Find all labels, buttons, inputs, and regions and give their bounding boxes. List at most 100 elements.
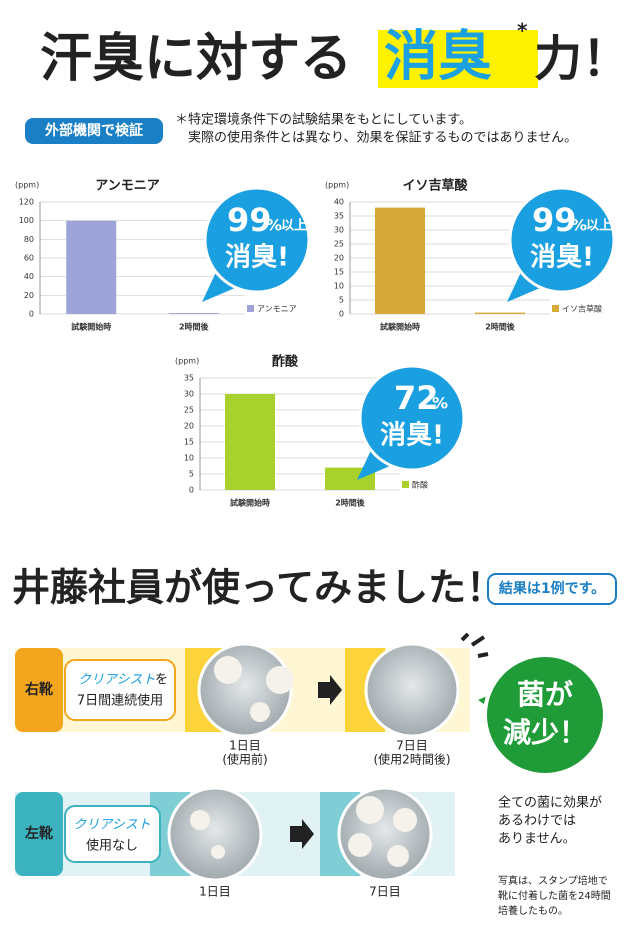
y-tick-label: 35 [334, 212, 344, 221]
x-tick-label: 2時間後 [485, 322, 516, 332]
unit: (ppm) [15, 181, 39, 190]
y-tick-label: 120 [19, 198, 34, 207]
decor [150, 792, 360, 876]
y-tick-label: 35 [184, 374, 194, 383]
caption: 7日目 [369, 885, 401, 899]
badge-text: 結果は1例です。 [499, 580, 605, 597]
colony [250, 702, 270, 722]
product: クリアシスト [73, 818, 150, 833]
title-highlight: 消臭 [384, 25, 492, 88]
y-tick-label: 5 [189, 470, 194, 479]
chart-title: 酢酸 [272, 354, 299, 370]
photo [364, 642, 460, 738]
y-tick-label: 15 [184, 438, 194, 447]
bar [168, 313, 219, 314]
y-tick-label: 20 [334, 254, 344, 263]
x-tick-label: 試験開始時 [230, 498, 270, 508]
tab [15, 792, 63, 876]
callout-tail [202, 270, 242, 302]
photo-note: 写真は、スタンプ培地で [498, 874, 608, 887]
caption: 1日目 [199, 885, 231, 899]
caption: 1日目 [229, 739, 261, 753]
highlight [378, 30, 538, 88]
caption: 7日目 [396, 739, 428, 753]
colony [393, 808, 417, 832]
caption: (使用2時間後) [374, 752, 451, 767]
y-tick-label: 0 [189, 486, 194, 495]
colony [356, 796, 384, 824]
unit: (ppm) [325, 181, 349, 190]
colony [211, 845, 225, 859]
callout-tail [357, 448, 397, 480]
callout-percent-sign: % [432, 394, 448, 413]
callout-percent: 99 [227, 201, 272, 239]
colony [348, 833, 372, 857]
chart-title: イソ吉草酸 [402, 178, 468, 194]
y-tick-label: 60 [24, 254, 34, 263]
row-label: 右靴 [24, 681, 53, 698]
callout-suffix: 以上 [586, 219, 612, 234]
callout-suffix: 以上 [281, 219, 307, 234]
callout-percent: 72 [394, 379, 439, 417]
y-tick-label: 10 [334, 282, 344, 291]
legend-swatch [402, 481, 409, 488]
caption: (使用前) [222, 752, 267, 767]
y-tick-label: 0 [339, 310, 344, 319]
photo-note: 培養したもの。 [498, 904, 568, 917]
colony [190, 810, 210, 830]
y-tick-label: 40 [334, 198, 344, 207]
section-title: 井藤社員が使ってみました！ [12, 566, 504, 610]
badge-text: 外部機関で検証 [45, 122, 143, 139]
arrow [290, 819, 314, 849]
tab [15, 648, 63, 732]
x-tick-label: 2時間後 [335, 498, 366, 508]
y-tick-label: 20 [24, 291, 34, 300]
x-tick-label: 試験開始時 [71, 322, 111, 332]
callout-tail [507, 270, 547, 302]
x-tick-label: 試験開始時 [380, 322, 420, 332]
y-tick-label: 30 [334, 226, 344, 235]
chart-title: アンモニア [95, 179, 159, 194]
result: 減少！ [503, 716, 587, 749]
decor [460, 632, 489, 658]
usage: 7日間連続使用 [77, 693, 163, 709]
badge [25, 118, 163, 144]
colony [214, 656, 242, 684]
y-tick-label: 0 [29, 310, 34, 319]
callout-text: 消臭! [380, 421, 444, 451]
unit: (ppm) [175, 357, 199, 366]
result: 菌が [517, 678, 573, 711]
arrow [318, 675, 342, 705]
callout [358, 364, 466, 472]
usage: 使用なし [86, 838, 138, 854]
asterisk: * [517, 19, 528, 43]
y-tick-label: 25 [184, 406, 194, 415]
y-tick-label: 10 [184, 454, 194, 463]
callout-percent: 99 [532, 201, 577, 239]
y-tick-label: 80 [24, 235, 34, 244]
title-end: 力！ [534, 31, 630, 87]
y-tick-label: 15 [334, 268, 344, 277]
y-tick-label: 30 [184, 390, 194, 399]
note: 実際の使用条件とは異なり、効果を保証するものではありません。 [188, 130, 577, 146]
callout-percent-sign: % [266, 216, 282, 235]
legend-swatch [552, 305, 559, 312]
title: 汗臭に対する [40, 29, 352, 89]
callout [203, 186, 311, 294]
legend-label: アンモニア [257, 305, 297, 314]
note: ＊特定環境条件下の試験結果をもとにしています。 [175, 112, 472, 128]
y-tick-label: 100 [19, 216, 34, 225]
y-tick-label: 20 [184, 422, 194, 431]
y-tick-label: 5 [339, 296, 344, 305]
legend-swatch [247, 305, 254, 312]
disclaimer: あるわけでは [498, 814, 576, 829]
disclaimer: ありません。 [498, 832, 576, 847]
photo-note: 靴に付着した菌を24時間 [498, 889, 611, 902]
badge [487, 573, 617, 605]
legend-label: 酢酸 [412, 480, 428, 490]
text: を [155, 673, 168, 688]
colony [266, 666, 294, 694]
y-tick-label: 40 [24, 272, 34, 281]
callout-text: 消臭! [225, 243, 289, 273]
